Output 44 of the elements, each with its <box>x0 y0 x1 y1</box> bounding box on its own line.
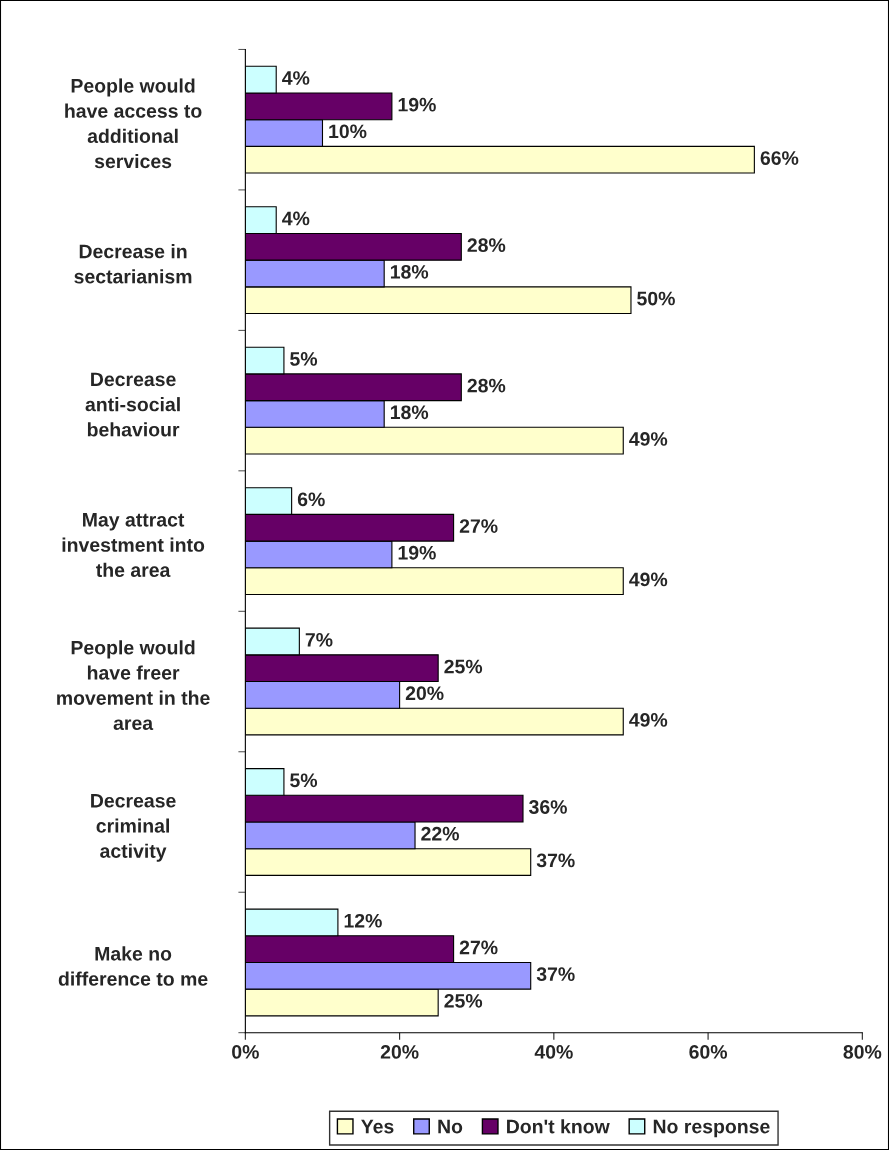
y-tick-label: Decrease in sectarianism <box>74 244 192 284</box>
data-label: 19% <box>398 97 436 112</box>
data-label: 25% <box>444 993 483 1008</box>
y-tick-label: May attract investment into the area <box>62 513 205 578</box>
x-tick-label: 20% <box>380 1045 419 1059</box>
data-label: 18% <box>390 405 429 420</box>
data-label: 37% <box>536 967 575 982</box>
data-label: 25% <box>444 659 483 674</box>
legend-label: No <box>438 1119 463 1134</box>
data-label: 50% <box>637 291 675 306</box>
data-label: 12% <box>344 913 382 928</box>
legend-label: Don't know <box>507 1119 610 1134</box>
data-label: 49% <box>629 432 668 446</box>
x-tick-label: 40% <box>534 1045 573 1059</box>
data-label: 49% <box>629 713 668 727</box>
legend-label: Yes <box>361 1119 394 1134</box>
data-label: 28% <box>467 378 506 393</box>
y-tick-label: People would have access to additional services <box>65 78 202 169</box>
x-tick-label: 60% <box>689 1045 728 1059</box>
data-label: 7% <box>305 633 333 647</box>
y-tick-label: Decrease criminal activity <box>91 794 176 862</box>
data-label: 5% <box>290 352 318 366</box>
x-tick-label: 0% <box>232 1045 259 1059</box>
y-tick-label: Decrease anti-social behaviour <box>85 372 180 437</box>
data-label: 49% <box>629 572 668 587</box>
data-label: 37% <box>536 853 575 868</box>
data-label: 22% <box>421 826 459 841</box>
data-label: 18% <box>390 264 429 279</box>
data-label: 27% <box>459 519 498 533</box>
data-label: 36% <box>529 800 567 814</box>
data-label: 6% <box>297 492 325 507</box>
data-label: 4% <box>282 211 310 226</box>
data-label: 20% <box>405 686 444 701</box>
legend-label: No response <box>653 1119 770 1138</box>
data-label: 27% <box>459 940 498 955</box>
y-tick-label: People would have freer movement in the area <box>57 640 210 731</box>
data-label: 4% <box>282 71 310 85</box>
data-label: 19% <box>398 545 436 560</box>
data-label: 5% <box>290 773 318 788</box>
data-label: 66% <box>760 151 799 165</box>
y-tick-label: Make no difference to me <box>58 946 208 986</box>
x-tick-label: 80% <box>843 1045 882 1059</box>
data-label: 28% <box>467 238 506 253</box>
data-label: 10% <box>329 124 367 139</box>
